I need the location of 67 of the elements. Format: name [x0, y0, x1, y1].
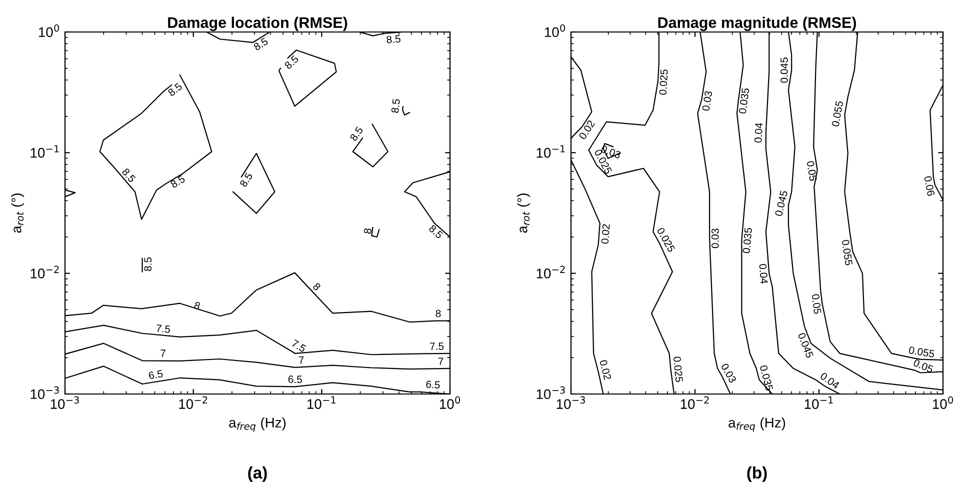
- annotation: 0.025: [659, 69, 668, 95]
- annotation: 0.045: [780, 58, 788, 83]
- annotation: 0.03: [702, 90, 712, 112]
- annotation: 8: [436, 310, 441, 318]
- annotation: 0.04: [820, 372, 840, 390]
- annotation: 6.5: [148, 370, 164, 380]
- annotation: 0.045: [774, 190, 788, 216]
- annotation: 0.045: [798, 332, 814, 358]
- x-tick-label: 10$^{−2}$: [179, 396, 208, 409]
- annotation: 0.02: [601, 224, 610, 244]
- annotation: 0.035: [738, 88, 750, 114]
- x-axis-title: a$_{freq}$ (Hz): [229, 417, 286, 432]
- annotation: 8: [364, 228, 372, 234]
- annotation: 8.5: [391, 98, 400, 114]
- annotation: 8.5: [386, 34, 401, 44]
- annotation: 8.5: [428, 224, 444, 239]
- y-axis-title: a$_{rot}$ (°): [11, 194, 24, 233]
- annotation: 6.5: [426, 380, 440, 389]
- annotation: 6.5: [288, 376, 302, 384]
- annotation: 8.5: [350, 126, 364, 142]
- chart-title: Damage magnitude (RMSE): [658, 16, 856, 32]
- annotation: 8.5: [239, 172, 253, 188]
- y-tick-label: 10$^{−1}$: [30, 145, 59, 158]
- annotation: 7: [438, 358, 444, 365]
- annotation: 0.03: [720, 362, 737, 384]
- annotation: 0.06: [924, 176, 935, 196]
- y-tick-label: 10$^{−2}$: [30, 266, 59, 278]
- x-axis-title: a$_{freq}$ (Hz): [728, 417, 786, 432]
- text: (b): [747, 466, 767, 482]
- annotation: 0.02: [599, 360, 612, 380]
- x-tick-label: 10$^{0}$: [932, 396, 954, 409]
- annotation: 0.055: [908, 346, 935, 358]
- annotation: 0.035: [760, 364, 774, 392]
- annotation: 8.5: [167, 82, 183, 97]
- annotation: 8.5: [284, 54, 300, 70]
- annotation: 8: [312, 282, 322, 291]
- annotation: 7: [160, 350, 166, 357]
- annotation: 8.5: [122, 168, 136, 183]
- x-tick-label: 10$^{−1}$: [308, 396, 336, 409]
- annotation: 0.05: [912, 358, 934, 374]
- annotation: 0.04: [759, 264, 768, 284]
- annotation: 0.05: [812, 294, 822, 314]
- annotation: 8.5: [144, 257, 152, 272]
- x-tick-label: 10$^{−1}$: [804, 396, 833, 409]
- y-tick-label: 10$^{−2}$: [536, 266, 565, 278]
- chart-title: Damage location (RMSE): [168, 16, 348, 32]
- annotation: 0.055: [832, 100, 844, 127]
- annotation: 8.5: [170, 174, 186, 188]
- annotation: 0.055: [842, 240, 853, 266]
- x-tick-label: 10$^{0}$: [440, 396, 460, 409]
- annotation: 7: [298, 356, 304, 364]
- annotation: 0.025: [673, 356, 683, 382]
- x-tick-label: 10$^{−2}$: [680, 396, 709, 409]
- y-axis-title: a$_{rot}$ (°): [517, 194, 530, 233]
- annotation: 0.05: [806, 160, 818, 182]
- annotation: 7.5: [430, 342, 444, 350]
- annotation: 8.5: [253, 37, 268, 51]
- annotation: 0.025: [656, 226, 676, 253]
- annotation: 0.04: [754, 122, 763, 143]
- annotation: 7.5: [156, 324, 170, 334]
- annotation: 7.5: [291, 339, 306, 353]
- text: (a): [248, 466, 267, 482]
- y-tick-label: 10$^{0}$: [38, 24, 60, 38]
- y-tick-label: 10$^{0}$: [544, 24, 566, 38]
- annotation: 0.035: [742, 228, 752, 254]
- annotation: 0.03: [711, 228, 719, 248]
- y-tick-label: 10$^{−1}$: [536, 145, 565, 158]
